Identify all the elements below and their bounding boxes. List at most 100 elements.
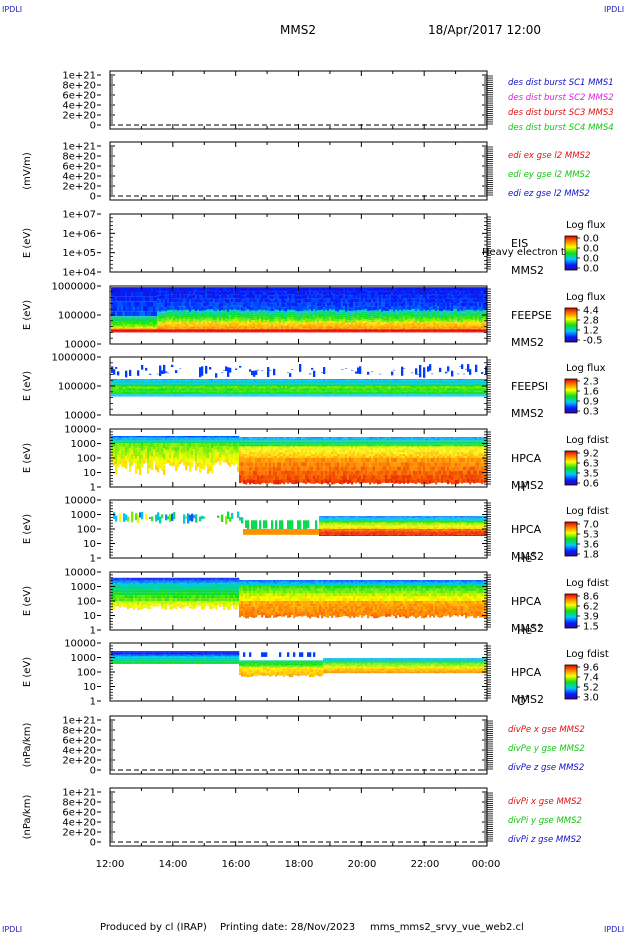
species-label: He bbox=[517, 624, 532, 637]
panel-divpi: 1e+218e+206e+204e+202e+200(nPa/km)divPi … bbox=[22, 788, 582, 849]
y-tick-label: 10000 bbox=[64, 639, 96, 650]
legend-entry: des dist burst SC2 MMS2 bbox=[508, 93, 614, 103]
corner-label-top-right: IPDLI bbox=[604, 5, 624, 14]
colorbar-tick-label: -0.5 bbox=[583, 336, 603, 347]
spectrogram-hpca-o bbox=[111, 651, 487, 677]
instrument-label: FEEPSE bbox=[511, 309, 552, 322]
y-axis-label: (nPa/km) bbox=[22, 723, 33, 768]
species-charge: + bbox=[531, 550, 537, 558]
legend-entry: divPi z gse MMS2 bbox=[508, 835, 581, 845]
panel-frame bbox=[110, 788, 487, 846]
y-axis-label: E (eV) bbox=[22, 657, 33, 687]
colorbar-title: Log flux bbox=[566, 292, 606, 303]
panel-frame bbox=[110, 142, 487, 200]
time-tick-label: 14:00 bbox=[159, 859, 188, 870]
colorbar-tick-label: 1.8 bbox=[583, 550, 599, 561]
colorbar-tick-label: 3.0 bbox=[583, 693, 599, 704]
colorbar bbox=[565, 379, 577, 413]
instrument-label: HPCA bbox=[511, 523, 542, 536]
y-tick-label: 1e+07 bbox=[62, 210, 96, 221]
species-charge: ++ bbox=[531, 622, 543, 630]
y-tick-label: 10000 bbox=[64, 340, 96, 351]
colorbar bbox=[565, 522, 577, 556]
spacecraft-label: MMS2 bbox=[511, 407, 544, 420]
instrument-label: FEEPSI bbox=[511, 380, 548, 393]
spectrogram-feepse bbox=[111, 287, 487, 332]
time-tick-label: 22:00 bbox=[411, 859, 440, 870]
colorbar-title: Log fdist bbox=[566, 435, 609, 446]
colorbar bbox=[565, 236, 577, 270]
legend-entry: divPe z gse MMS2 bbox=[508, 763, 584, 773]
panel-frame bbox=[110, 71, 487, 129]
colorbar bbox=[565, 594, 577, 628]
colorbar bbox=[565, 451, 577, 485]
panel-frame bbox=[110, 716, 487, 774]
colorbar-title: Log flux bbox=[566, 363, 606, 374]
colorbar-tick-label: 0.0 bbox=[583, 264, 599, 275]
y-tick-label: 10000 bbox=[64, 568, 96, 579]
instrument-label: HPCA bbox=[511, 666, 542, 679]
y-tick-label: 100 bbox=[77, 597, 96, 608]
legend-entry: divPi y gse MMS2 bbox=[508, 816, 582, 826]
producer-credit: Produced by cl (IRAP) bbox=[100, 922, 207, 933]
y-tick-label: 100000 bbox=[58, 382, 96, 393]
panel-frame bbox=[110, 214, 487, 272]
y-axis-label: (mV/m) bbox=[22, 152, 33, 190]
date-title: 18/Apr/2017 12:00 bbox=[428, 23, 541, 37]
spacecraft-label: MMS2 bbox=[511, 336, 544, 349]
colorbar-tick-label: 1.5 bbox=[583, 622, 599, 633]
legend-entry: divPe x gse MMS2 bbox=[508, 725, 585, 735]
time-tick-label: 16:00 bbox=[222, 859, 251, 870]
y-tick-label: 100 bbox=[77, 454, 96, 465]
time-tick-label: 00:00 bbox=[472, 859, 501, 870]
y-tick-label: 10000 bbox=[64, 411, 96, 422]
colorbar-tick-label: 0.3 bbox=[583, 407, 599, 418]
colorbar bbox=[565, 665, 577, 699]
y-tick-label: 1000000 bbox=[51, 353, 96, 364]
species-charge: + bbox=[524, 693, 530, 701]
legend-entry: des dist burst SC3 MMS3 bbox=[508, 108, 614, 118]
y-tick-label: 1 bbox=[90, 483, 96, 494]
y-tick-label: 0 bbox=[90, 192, 96, 203]
y-tick-label: 0 bbox=[90, 766, 96, 777]
y-tick-label: 1 bbox=[90, 626, 96, 637]
y-tick-label: 100 bbox=[77, 668, 96, 679]
y-axis-label: E (eV) bbox=[22, 300, 33, 330]
y-tick-label: 1 bbox=[90, 554, 96, 565]
time-tick-label: 20:00 bbox=[348, 859, 377, 870]
y-tick-label: 1000000 bbox=[51, 282, 96, 293]
time-tick-label: 18:00 bbox=[285, 859, 314, 870]
time-axis: 12:00 14:00 16:00 18:00 20:00 22:00 00:0… bbox=[96, 859, 501, 870]
y-tick-label: 10 bbox=[83, 539, 96, 550]
overlay-text: Heavy electron to bbox=[482, 247, 571, 258]
y-axis-label: E (eV) bbox=[22, 228, 33, 258]
spectrogram-hpca-he bbox=[113, 512, 487, 536]
y-axis-label: E (eV) bbox=[22, 514, 33, 544]
instrument-label: HPCA bbox=[511, 595, 542, 608]
legend-entry: des dist burst SC1 MMS1 bbox=[508, 78, 614, 88]
y-tick-label: 0 bbox=[90, 121, 96, 132]
legend-entry: divPe y gse MMS2 bbox=[508, 744, 585, 754]
colorbar-title: Log fdist bbox=[566, 649, 609, 660]
colorbar-title: Log fdist bbox=[566, 506, 609, 517]
y-tick-label: 1e+04 bbox=[62, 268, 96, 279]
y-tick-label: 10 bbox=[83, 611, 96, 622]
corner-label-bottom-left: IPDLI bbox=[2, 925, 22, 934]
y-tick-label: 1000 bbox=[71, 439, 96, 450]
y-tick-label: 100 bbox=[77, 525, 96, 536]
y-tick-label: 1000 bbox=[71, 582, 96, 593]
spectrogram-feepsi bbox=[111, 364, 487, 397]
y-tick-label: 1 bbox=[90, 697, 96, 708]
legend-entry: divPi x gse MMS2 bbox=[508, 797, 582, 807]
y-axis-label: E (eV) bbox=[22, 586, 33, 616]
